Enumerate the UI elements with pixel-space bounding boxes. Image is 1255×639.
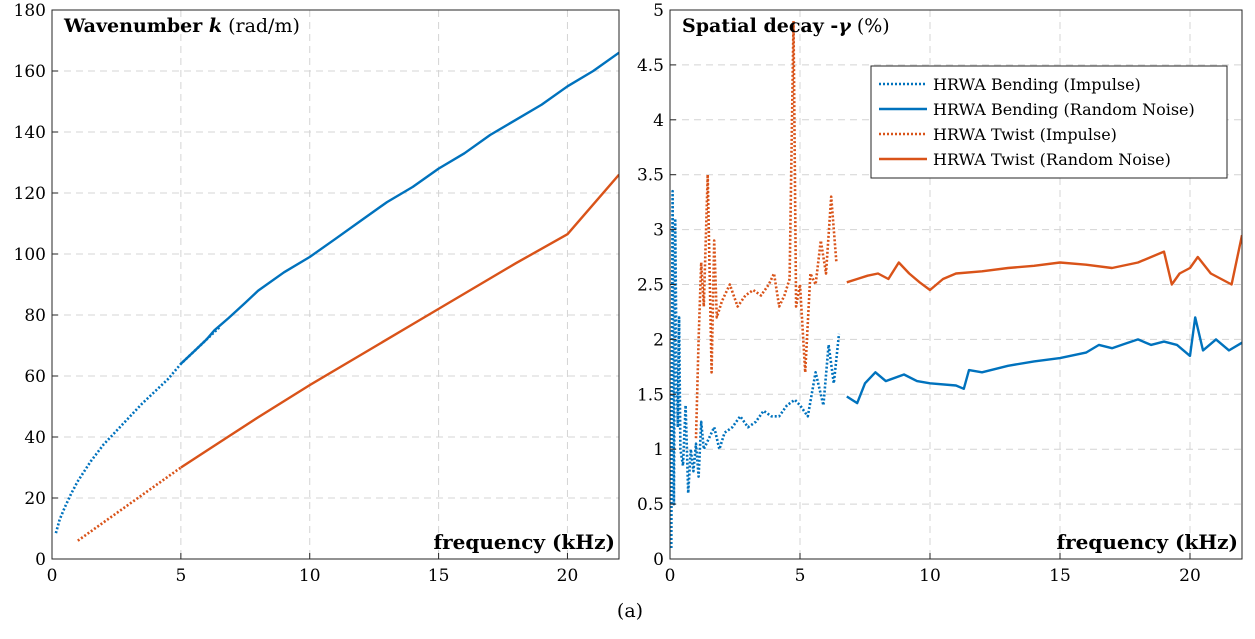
legend-label: HRWA Twist (Random Noise) [933, 150, 1171, 169]
y-tick-label: 0 [35, 550, 46, 570]
y-tick-label: 120 [14, 184, 46, 204]
series-line-twist_rn [846, 234, 1242, 292]
y-tick-label: 2 [653, 330, 664, 350]
series-line-twist_rn [180, 173, 619, 469]
series-line-bend_imp [54, 326, 221, 534]
x-tick-label: 10 [299, 566, 321, 586]
legend-label: HRWA Bending (Random Noise) [933, 100, 1195, 119]
plot-frame [51, 9, 620, 560]
x-tick-label: 5 [795, 566, 806, 586]
chart-title-unit: (%) [851, 15, 890, 37]
y-tick-label: 80 [24, 306, 46, 326]
y-tick-label: 180 [14, 1, 46, 21]
legend-box [870, 65, 1228, 179]
series-group [54, 51, 619, 542]
y-tick-label: 3.5 [637, 166, 664, 186]
y-tick-label: 160 [14, 62, 46, 82]
legend-label: HRWA Bending (Impulse) [933, 75, 1141, 94]
y-tick-label: 4 [653, 111, 664, 131]
y-tick-label: 3 [653, 221, 664, 241]
y-tick-label: 0 [653, 550, 664, 570]
chart-title: Wavenumber k (rad/m) [63, 15, 300, 37]
y-tick-label: 5 [653, 1, 664, 21]
chart-title: Spatial decay -γ (%) [682, 15, 890, 37]
legend: HRWA Bending (Impulse) HRWA Bending (Rand… [870, 65, 1228, 179]
chart-title-bold: Spatial decay - [682, 15, 838, 37]
x-tick-label: 15 [1049, 566, 1071, 586]
y-tick-label: 60 [24, 367, 46, 387]
figure-caption: (a) [616, 600, 644, 622]
y-tick-label: 1.5 [637, 385, 664, 405]
chart-title-unit: (rad/m) [222, 15, 300, 37]
x-axis-label: frequency (kHz) [434, 530, 615, 554]
y-tick-label: 4.5 [637, 56, 664, 76]
chart-2: 0 5 10 15 20 0 0.5 1 1.5 2 2.5 3 3.5 4 4.5 5 Spatial dec… [637, 1, 1243, 586]
x-tick-label: 20 [1179, 566, 1201, 586]
chart-title-bold: Wavenumber [63, 15, 209, 37]
y-tick-label: 0.5 [637, 495, 664, 515]
y-tick-label: 100 [14, 245, 46, 265]
y-tick-label: 20 [24, 489, 46, 509]
series-line-bend_rn [846, 316, 1242, 405]
legend-label: HRWA Twist (Impulse) [933, 125, 1117, 144]
series-group [670, 19, 1242, 549]
y-tick-label: 40 [24, 428, 46, 448]
chart-title-symbol: γ [838, 15, 852, 37]
x-tick-label: 20 [557, 566, 579, 586]
y-tick-label: 1 [653, 440, 664, 460]
series-line-bend_rn [180, 51, 619, 365]
x-tick-label: 15 [428, 566, 450, 586]
chart-1: 0 5 10 15 20 0 20 40 60 80 100 120 140 160 180 Wavenumb… [14, 1, 620, 586]
x-tick-label: 5 [175, 566, 186, 586]
x-tick-label: 10 [919, 566, 941, 586]
x-tick-label: 0 [665, 566, 676, 586]
x-axis-label: frequency (kHz) [1057, 530, 1238, 554]
x-tick-label: 0 [47, 566, 58, 586]
y-tick-label: 140 [14, 123, 46, 143]
y-tick-label: 2.5 [637, 276, 664, 296]
series-line-bend_imp [670, 189, 841, 549]
chart-title-symbol: k [209, 15, 222, 37]
series-line-twist_imp [77, 466, 182, 542]
